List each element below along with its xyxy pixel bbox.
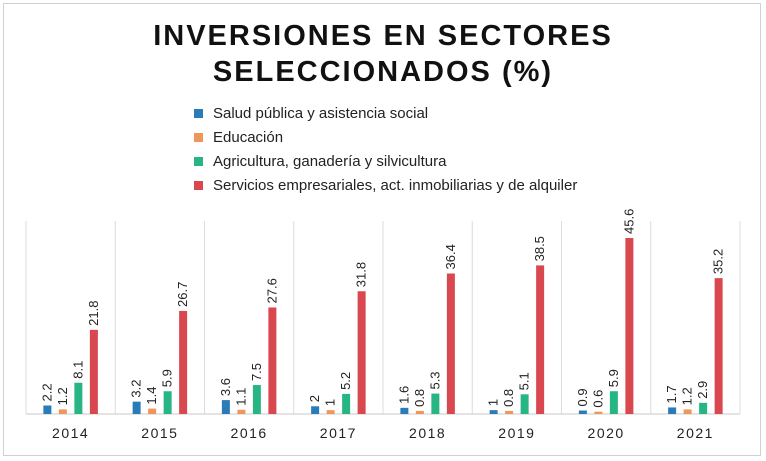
- bar: [163, 391, 172, 414]
- bar: [594, 411, 603, 414]
- chart-title: INVERSIONES EN SECTORES SELECCIONADOS (%…: [0, 18, 766, 90]
- bar: [132, 401, 141, 414]
- legend-swatch-educacion: [194, 132, 203, 142]
- legend-label-agricultura: Agricultura, ganadería y silvicultura: [213, 152, 447, 170]
- bar: [520, 394, 529, 414]
- bar: [578, 410, 587, 414]
- data-label: 45.6: [621, 209, 636, 234]
- bar: [179, 310, 188, 414]
- legend-label-educacion: Educación: [213, 128, 284, 146]
- bar: [237, 409, 246, 414]
- data-label: 1.6: [396, 386, 411, 404]
- bar: [714, 278, 723, 414]
- legend-swatch-servicios: [194, 180, 203, 190]
- bar: [431, 393, 440, 414]
- chart-frame: [3, 3, 761, 456]
- data-label: 5.1: [517, 372, 532, 390]
- bar: [342, 393, 351, 414]
- bar: [446, 273, 455, 414]
- bar: [311, 406, 320, 414]
- bar: [357, 291, 366, 414]
- bar: [625, 237, 634, 414]
- x-tick-label: 2020: [588, 425, 625, 441]
- bar: [489, 410, 498, 414]
- data-label: 5.3: [427, 371, 442, 389]
- bar: [58, 409, 67, 414]
- data-label: 0.8: [412, 389, 427, 407]
- data-label: 2: [307, 395, 322, 402]
- data-label: 36.4: [443, 244, 458, 269]
- legend-item-agricultura: Agricultura, ganadería y silvicultura: [194, 149, 577, 173]
- bar: [268, 307, 277, 414]
- data-label: 27.6: [264, 278, 279, 303]
- data-label: 0.8: [501, 389, 516, 407]
- data-label: 3.2: [129, 380, 144, 398]
- legend-swatch-salud: [194, 108, 203, 118]
- bar: [148, 408, 157, 414]
- x-tick-label: 2014: [52, 425, 89, 441]
- bar: [89, 329, 98, 414]
- bar: [252, 385, 261, 414]
- data-label: 5.9: [160, 369, 175, 387]
- chart-title-line-1: INVERSIONES EN SECTORES: [153, 20, 613, 52]
- x-tick-label: 2016: [231, 425, 268, 441]
- data-label: 35.2: [711, 249, 726, 274]
- bar: [699, 402, 708, 414]
- bar: [326, 410, 335, 414]
- data-label: 1.7: [664, 385, 679, 403]
- data-label: 1.4: [144, 387, 159, 405]
- data-label: 8.1: [70, 361, 85, 379]
- data-label: 2.2: [39, 383, 54, 401]
- bar: [505, 410, 514, 414]
- x-tick-label: 2017: [320, 425, 357, 441]
- legend-swatch-agricultura: [194, 156, 203, 166]
- x-tick-label: 2018: [409, 425, 446, 441]
- data-label: 26.7: [175, 282, 190, 307]
- bar: [415, 410, 424, 414]
- bar: [668, 407, 677, 414]
- x-tick-label: 2015: [141, 425, 178, 441]
- bar: [609, 391, 618, 414]
- data-label: 1: [486, 399, 501, 406]
- data-label: 0.9: [575, 388, 590, 406]
- x-tick-label: 2021: [677, 425, 714, 441]
- data-label: 2.9: [695, 381, 710, 399]
- data-label: 1.2: [55, 387, 70, 405]
- bar: [43, 405, 52, 414]
- legend-label-servicios: Servicios empresariales, act. inmobiliar…: [213, 176, 578, 194]
- bar: [536, 265, 545, 414]
- data-label: 5.9: [606, 369, 621, 387]
- data-label: 1.2: [680, 387, 695, 405]
- data-label: 38.5: [532, 236, 547, 261]
- data-label: 3.6: [218, 378, 233, 396]
- legend-item-salud: Salud pública y asistencia social: [194, 101, 577, 125]
- bar: [74, 382, 83, 414]
- chart-legend: Salud pública y asistencia social Educac…: [194, 101, 577, 197]
- data-label: 7.5: [249, 363, 264, 381]
- bar: [400, 407, 409, 414]
- x-tick-label: 2019: [498, 425, 535, 441]
- data-label: 1.1: [233, 388, 248, 406]
- chart-title-line-2: SELECCIONADOS (%): [212, 56, 554, 88]
- data-label: 31.8: [354, 262, 369, 287]
- data-label: 21.8: [86, 301, 101, 326]
- legend-item-servicios: Servicios empresariales, act. inmobiliar…: [194, 173, 577, 197]
- bar: [221, 400, 230, 414]
- data-label: 5.2: [338, 372, 353, 390]
- legend-item-educacion: Educación: [194, 125, 577, 149]
- data-label: 1: [323, 399, 338, 406]
- legend-label-salud: Salud pública y asistencia social: [213, 104, 429, 122]
- bar: [683, 409, 692, 414]
- data-label: 0.6: [590, 390, 605, 408]
